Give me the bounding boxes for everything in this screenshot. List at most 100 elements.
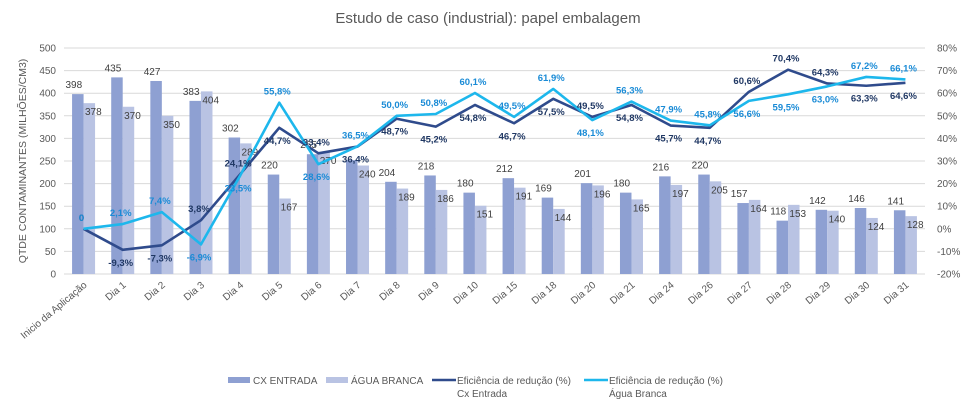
y-tick-label: 100 [39,224,56,235]
bar-data-label: 383 [183,87,200,98]
bar-agua-branca [474,205,487,274]
line-data-label: 2,1% [110,208,132,219]
bar-data-label: 204 [379,168,396,179]
chart-title: Estudo de caso (industrial): papel embal… [335,10,640,27]
bar-data-label: 240 [359,170,376,181]
bar-data-label: 427 [144,67,161,78]
bar-cx-entrada [580,183,593,274]
bar-data-label: 218 [418,161,435,172]
bar-cx-entrada [815,209,828,274]
x-tick-label: Dia 29 [804,280,834,307]
bar-cx-entrada [346,160,358,274]
bar-data-label: 378 [85,107,102,118]
line-data-label: 56,3% [616,86,643,97]
line-data-label: 55,8% [264,87,291,98]
x-tick-label: Dia 30 [843,280,873,307]
bar-agua-branca [748,199,761,274]
line-data-label: 50,8% [420,98,447,109]
bar-agua-branca [514,187,526,274]
bar-data-label: 201 [574,169,591,180]
y-tick-label: 0 [50,270,56,281]
bar-cx-entrada [541,197,554,274]
bar-cx-entrada [776,220,789,274]
y2-tick-label: 20% [937,179,957,190]
bar-data-label: 370 [124,111,141,122]
bar-data-label: 180 [613,179,630,190]
bar-data-label: 220 [692,161,709,172]
line-data-label: 57,5% [538,107,565,118]
bar-agua-branca [396,188,409,274]
y2-tick-label: 60% [937,89,957,100]
x-tick-label: Dia 31 [882,280,912,307]
bar-data-label: 118 [770,207,786,218]
x-tick-label: Dia 18 [530,280,560,307]
y2-tick-label: -20% [937,270,960,281]
bar-data-label: 128 [907,220,924,231]
line-eficiencia-agua-branca [83,75,906,246]
bar-cx-entrada [385,181,397,274]
bar-agua-branca [83,103,96,274]
bar-data-label: 180 [457,179,474,190]
x-axis-ticks: Inicio da Aplicação Dia 1 Dia 2 Dia 3 Dia 4 D… [19,280,912,342]
line-data-label: 3,8% [188,204,210,215]
bar-data-label: 186 [437,194,454,205]
legend-label: Cx Entrada [457,389,507,400]
line-data-label: -7,3% [147,253,172,264]
bar-data-label: 435 [105,63,122,74]
bar-cx-entrada [267,174,280,274]
bar-data-label: 212 [496,164,513,175]
x-tick-label: Dia 4 [221,280,246,304]
lines [82,68,906,252]
y2-tick-label: 30% [937,157,957,168]
bar-agua-branca [357,165,370,274]
line-data-label: 67,2% [851,61,878,72]
x-tick-label: Dia 10 [452,280,482,307]
y2-tick-label: 40% [937,134,957,145]
y-tick-label: 450 [39,66,56,77]
x-tick-label: Dia 15 [491,280,521,307]
bar-cx-entrada [659,176,671,274]
bar-cx-entrada [306,154,319,274]
line-data-label: 63,0% [812,94,839,105]
x-tick-label: Inicio da Aplicação [19,280,90,342]
line-data-label: 48,1% [577,128,604,139]
x-tick-label: Dia 27 [726,280,756,307]
line-data-label: 50,0% [381,100,408,111]
bar-data-label: 165 [633,203,650,214]
x-tick-label: Dia 2 [143,280,168,304]
x-tick-label: Dia 24 [647,280,677,307]
bar-cx-entrada [698,174,710,274]
line-data-label: 36,4% [342,155,369,166]
bar-data-label: 140 [829,215,846,226]
bar-cx-entrada [189,100,201,274]
y2-tick-label: 50% [937,111,957,122]
y-tick-label: 400 [39,89,56,100]
bar-cx-entrada [150,80,162,274]
x-tick-label: Dia 6 [299,280,324,304]
x-tick-label: Dia 7 [338,280,363,304]
x-tick-label: Dia 1 [104,280,129,304]
bar-agua-branca [240,143,252,274]
legend-swatch [326,377,348,383]
bar-data-label: 157 [731,189,748,200]
bar-data-label: 169 [535,184,552,195]
line-data-label: 48,7% [381,127,408,138]
legend-label: Eficiência de redução (%) [457,376,571,387]
bar-agua-branca [553,208,565,274]
bar-data-label: 398 [65,80,82,91]
legend: CX ENTRADA ÁGUA BRANCA Eficiência de reduç… [228,374,723,400]
line-eficiencia-cx-entrada [82,68,906,252]
bar-cx-entrada [737,203,749,274]
bar-cx-entrada [424,175,436,274]
line-data-label: 56,6% [733,109,760,120]
y2-tick-label: 70% [937,66,957,77]
line-data-label: 59,5% [773,102,800,113]
line-data-label: 45,2% [420,135,447,146]
bar-data-label: 146 [848,194,865,205]
bar-data-label: 350 [163,120,180,131]
bar-cx-entrada [228,137,241,274]
line-data-label: 46,7% [499,131,526,142]
bar-data-label: 197 [672,189,689,200]
bar-data-label: 216 [653,162,670,173]
